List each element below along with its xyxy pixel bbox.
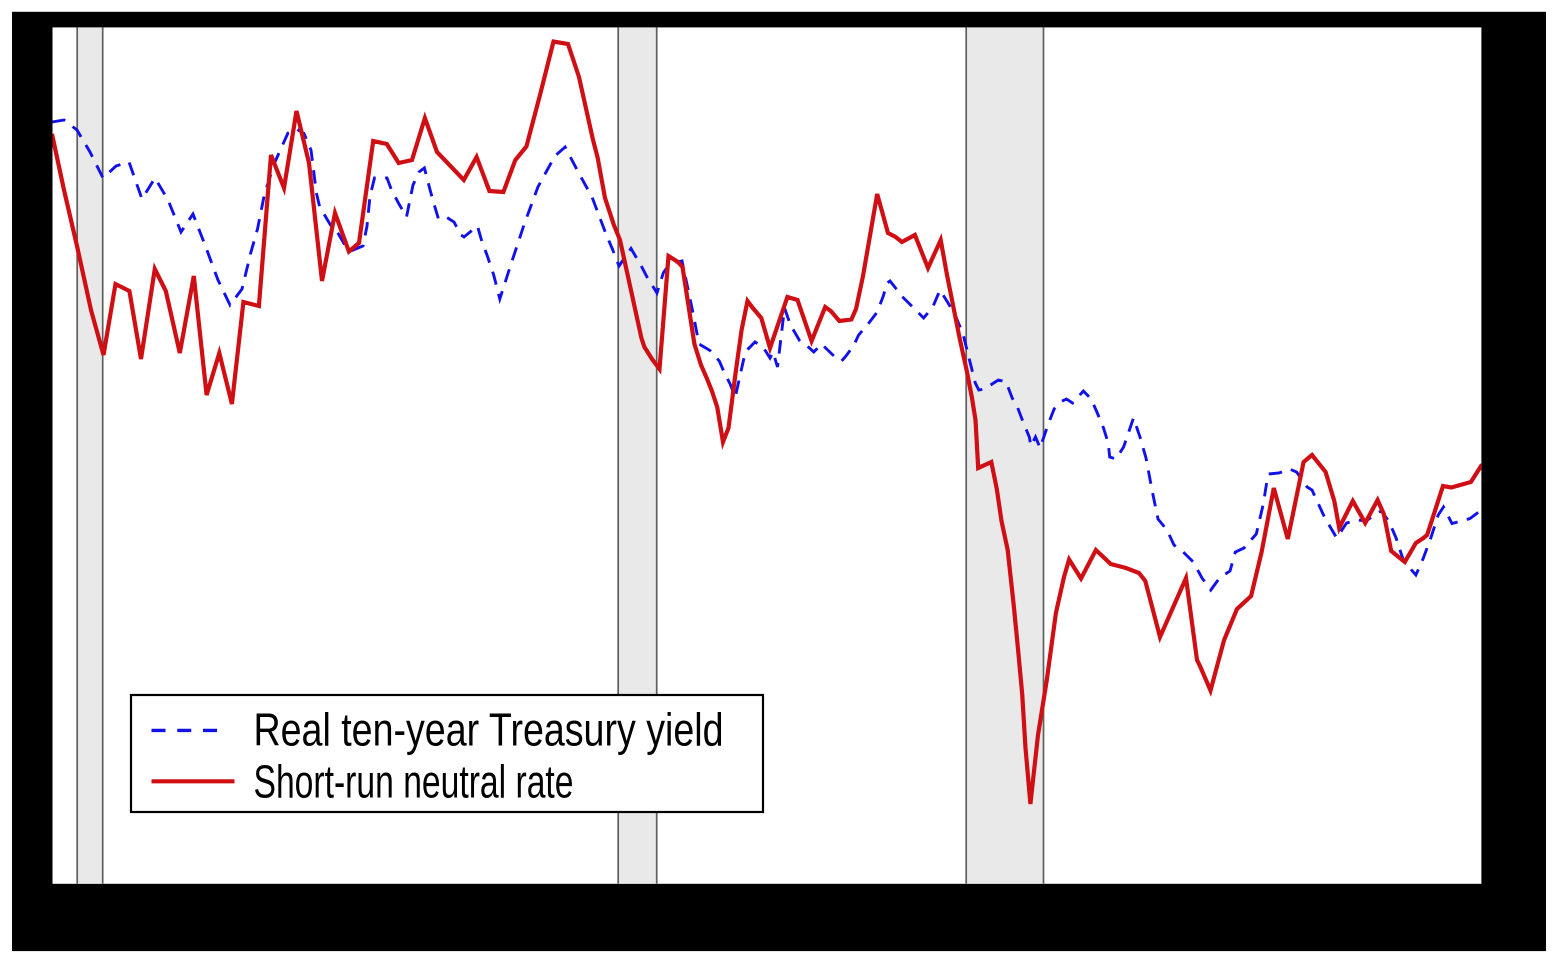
svg-text:Real ten-year Treasury yield: Real ten-year Treasury yield [254, 704, 724, 756]
svg-text:Short-run neutral rate: Short-run neutral rate [254, 756, 574, 808]
